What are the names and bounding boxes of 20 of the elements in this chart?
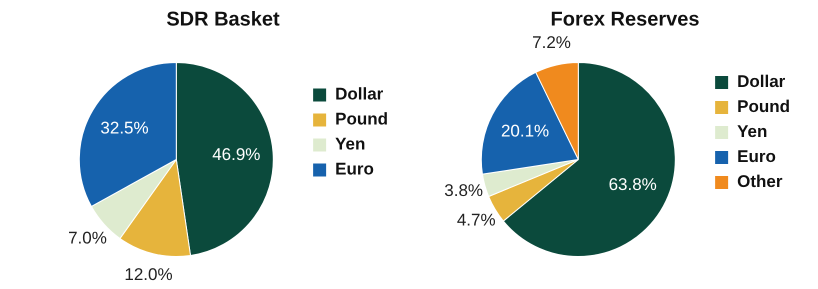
data-label: 63.8% bbox=[608, 174, 657, 194]
data-label: 12.0% bbox=[124, 264, 173, 284]
data-label: 3.8% bbox=[444, 181, 484, 200]
legend-label: Euro bbox=[335, 160, 374, 179]
legend-label: Yen bbox=[335, 134, 366, 154]
legend-label: Pound bbox=[335, 110, 388, 129]
data-label: 7.2% bbox=[532, 33, 571, 52]
legend-label: Dollar bbox=[737, 72, 786, 92]
data-label: 46.9% bbox=[212, 144, 260, 164]
legend-label: Other bbox=[737, 172, 783, 192]
legend-label: Dollar bbox=[335, 84, 384, 104]
data-label: 20.1% bbox=[500, 121, 550, 140]
data-label: 7.0% bbox=[68, 228, 107, 248]
data-label: 32.5% bbox=[100, 118, 149, 138]
chart-title: Forex Reserves bbox=[550, 8, 700, 31]
data-label: 4.7% bbox=[456, 210, 496, 230]
legend-label: Pound bbox=[737, 97, 790, 116]
chart-title: SDR Basket bbox=[166, 8, 280, 31]
legend-label: Euro bbox=[737, 147, 776, 166]
legend-label: Yen bbox=[737, 122, 768, 142]
